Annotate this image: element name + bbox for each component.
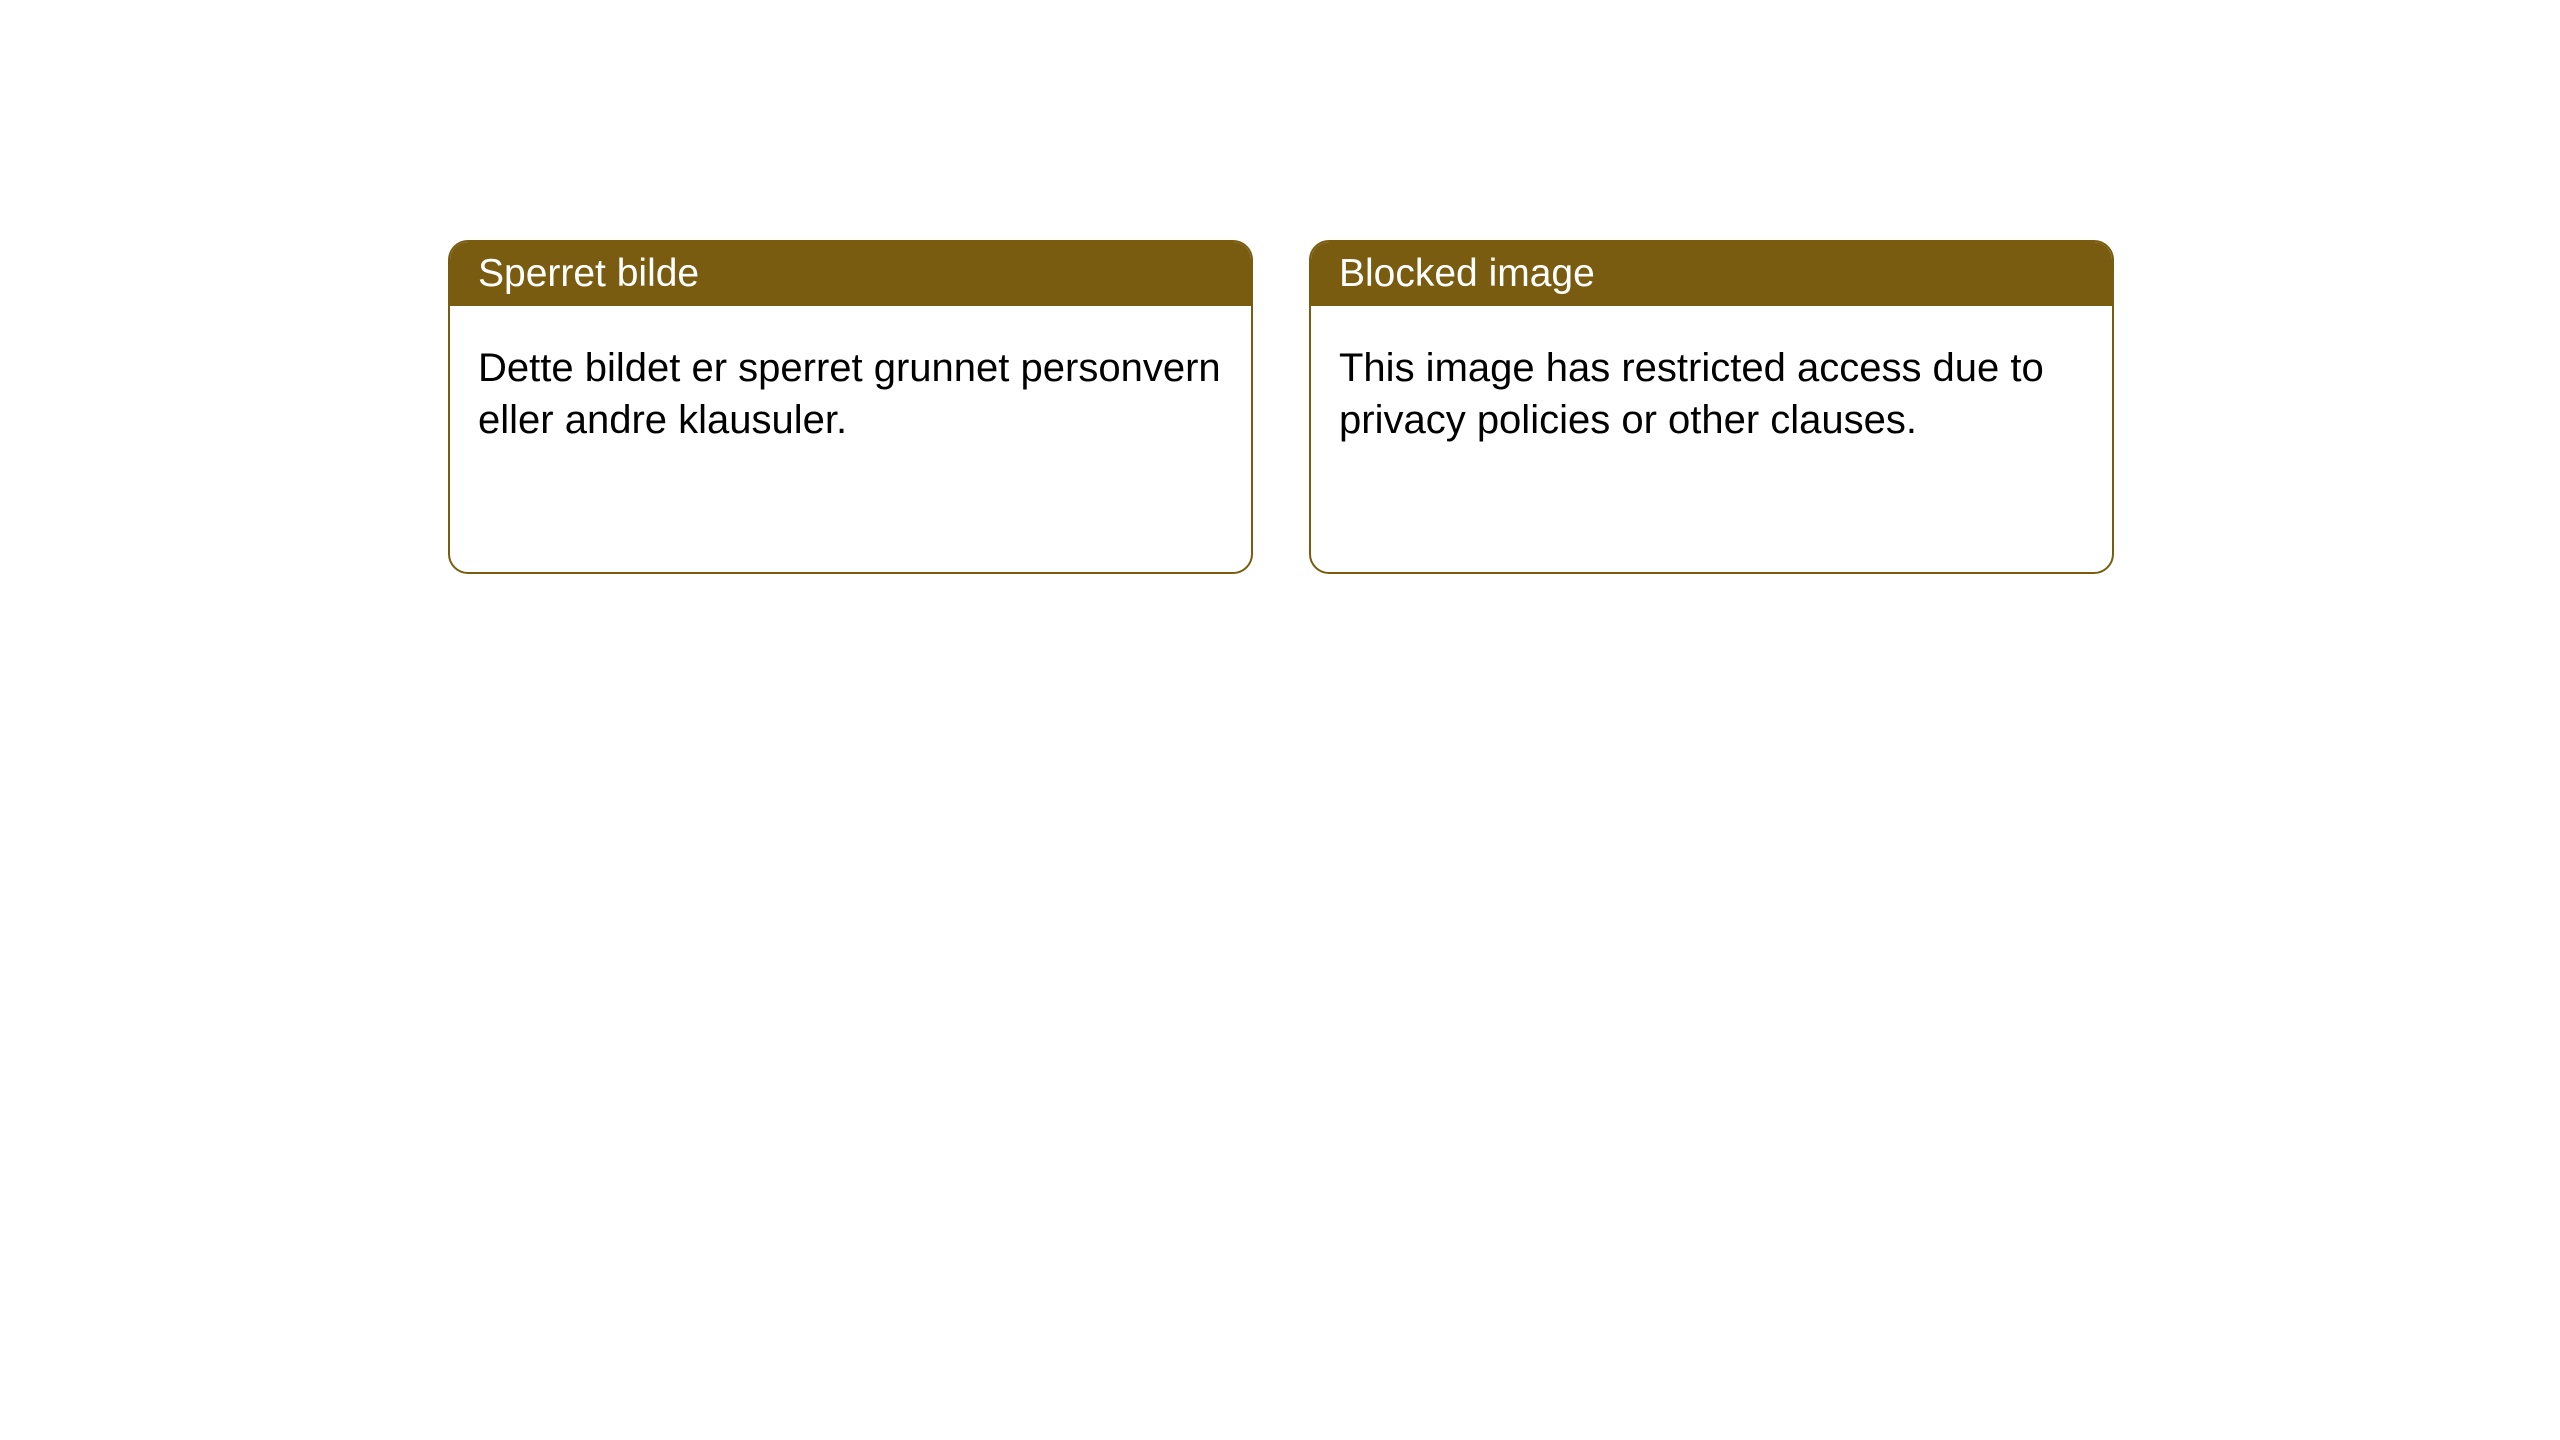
notice-card-english: Blocked image This image has restricted … xyxy=(1309,240,2114,574)
notice-header: Blocked image xyxy=(1311,242,2112,306)
notice-body: Dette bildet er sperret grunnet personve… xyxy=(450,306,1251,482)
notice-text: This image has restricted access due to … xyxy=(1339,346,2044,442)
notice-body: This image has restricted access due to … xyxy=(1311,306,2112,482)
notice-text: Dette bildet er sperret grunnet personve… xyxy=(478,346,1221,442)
notice-header: Sperret bilde xyxy=(450,242,1251,306)
notice-card-norwegian: Sperret bilde Dette bildet er sperret gr… xyxy=(448,240,1253,574)
notice-title: Sperret bilde xyxy=(478,252,699,295)
notice-title: Blocked image xyxy=(1339,252,1595,295)
notice-container: Sperret bilde Dette bildet er sperret gr… xyxy=(0,0,2560,574)
